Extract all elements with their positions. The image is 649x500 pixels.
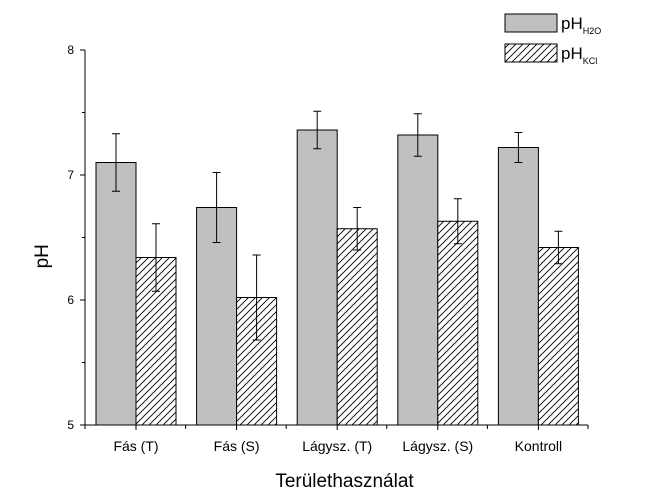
y-tick-label: 6 [67, 293, 74, 307]
y-tick-label: 8 [67, 43, 74, 57]
bar-ph-h2o-1 [95, 162, 137, 426]
legend-item-ph-kcl: pHKCl [504, 43, 597, 66]
error-bar-ph-kcl-4 [453, 198, 462, 245]
bar-ph-kcl-4 [437, 220, 479, 426]
bar-ph-kcl-3 [336, 228, 378, 426]
bar-ph-h2o-3 [296, 129, 338, 426]
legend-label-subscript: H2O [583, 26, 602, 36]
x-axis-title: Területhasználat [275, 471, 414, 492]
error-bar-ph-kcl-2 [252, 254, 261, 341]
error-bar-ph-kcl-5 [554, 230, 563, 265]
bar-ph-h2o-2 [196, 207, 238, 426]
y-axis-title: pH [32, 244, 53, 268]
legend-label: pHKCl [561, 44, 597, 66]
x-tick-label: Fás (S) [214, 438, 260, 454]
legend-label-main: pH [561, 44, 583, 63]
bar-ph-h2o-4 [397, 134, 439, 426]
x-tick-label: Kontroll [515, 438, 562, 454]
plot-area: 5 6 7 8 Fás (T) Fás (S) Lágysz. (T) Lágysz. (S)… [32, 43, 589, 492]
legend-swatch [504, 43, 558, 63]
error-bar-ph-h2o-2 [212, 172, 221, 243]
legend-label-main: pH [561, 14, 583, 33]
y-tick-label: 5 [67, 418, 74, 432]
error-bar-ph-kcl-1 [152, 223, 160, 292]
legend-swatch [504, 13, 558, 33]
legend-label-subscript: KCl [583, 56, 598, 66]
y-tick-label: 7 [67, 168, 74, 182]
legend-item-ph-h2o: pHH2O [504, 13, 601, 36]
x-tick-label: Fás (T) [113, 438, 158, 454]
error-bar-ph-kcl-3 [353, 207, 362, 251]
bar-ph-kcl-5 [537, 247, 579, 426]
bar-ph-h2o-5 [497, 147, 539, 426]
x-tick-label: Lágysz. (S) [402, 438, 473, 454]
legend-label: pHH2O [561, 14, 601, 36]
error-bar-ph-h2o-3 [313, 110, 322, 150]
error-bar-ph-h2o-1 [112, 133, 120, 192]
error-bar-ph-h2o-5 [514, 132, 523, 163]
error-bar-ph-h2o-4 [413, 113, 422, 157]
x-tick-label: Lágysz. (T) [302, 438, 372, 454]
